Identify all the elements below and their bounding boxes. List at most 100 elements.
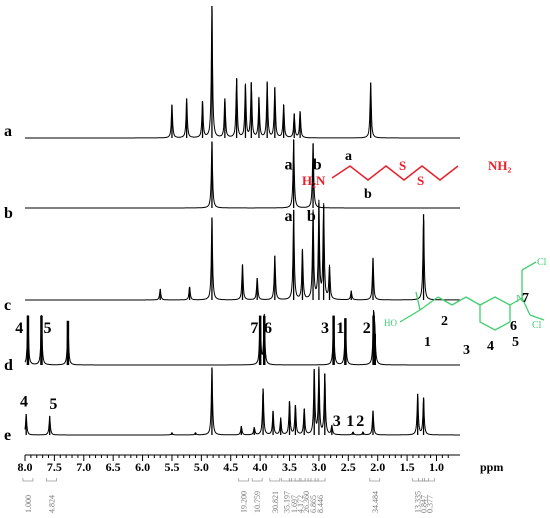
peak-label-e-4: 4 [20,394,28,411]
peak-label-d-3: 3 [321,320,329,337]
chlorambucil-label-1: 1 [424,335,431,350]
ppm-tick-label: 1.5 [400,460,415,474]
peak-label-e-2: 2 [356,413,364,430]
ppm-tick-label: 4.5 [223,460,238,474]
chlorambucil-nitrogen: N [516,293,524,305]
ppm-tick-label: 5.5 [164,460,179,474]
ppm-tick-label: 7.5 [47,460,62,474]
integral-value: 8.446 [316,495,325,513]
ppm-tick-label: 5.0 [194,460,209,474]
integral-value: 34.484 [371,491,380,513]
integral-bracket [300,478,312,482]
spectrum-d: d4 5 7 6 3 1 2 [4,309,460,374]
spectrum-a-label: a [4,123,12,140]
spectrum-c: ca b [4,199,460,314]
spectrum-d-trace [24,309,460,366]
spectrum-c-label: c [4,297,11,314]
integral-bracket [251,478,263,482]
integral-bracket [424,478,435,482]
spectrum-e-trace [24,366,460,436]
peak-label-e-1: 1 [346,413,354,430]
ppm-tick-label: 3.5 [282,460,297,474]
integral-bracket [307,478,319,482]
peak-label-d-7: 7 [250,320,258,337]
spectrum-a: a [4,6,460,140]
spectrum-b-label: b [4,205,13,222]
ppm-tick-label: 6.0 [135,460,150,474]
integral-value: 6.865 [309,495,318,513]
integral-value: 4.172 [296,495,305,513]
integral-bracket [369,478,381,482]
peak-label-c-b: b [307,208,316,225]
peak-label-d-4: 4 [15,320,23,337]
integral-value: 1.697 [290,495,299,513]
cystamine-label-b: b [364,187,372,202]
integral-value: 35.197 [283,491,292,513]
integral-value: 13.335 [414,491,423,513]
ppm-unit-label: ppm [480,460,503,474]
spectrum-e-label: e [4,427,11,444]
ppm-tick-label: 2.0 [370,460,385,474]
chlorambucil-acid-label: HO [384,318,397,328]
integral-value: 0.847 [420,495,429,513]
benzene-ring [479,296,511,331]
integral-bracket [294,478,306,482]
chlorambucil-label-2: 2 [441,314,448,329]
integral-bracket [288,478,300,482]
peak-label-d-5: 5 [44,320,52,337]
ppm-tick-label: 6.5 [106,460,121,474]
spectrum-a-trace [25,8,460,139]
integral-bracket [269,478,281,482]
cystamine-structure: H₂N NH₂ S S a b [302,149,512,202]
chlorambucil-chlorine-top: Cl [537,257,547,268]
cystamine-bonds [331,165,459,181]
integration-readout: 1.000 4.824 19.200 10.759 30.821 35.1971.6974… [22,478,435,513]
cystamine-sulfur-1: S [399,158,406,173]
spectrum-b: ba b [4,139,460,222]
spectrum-e: e4 5 3 1 2 [4,366,460,444]
integral-bracket [418,478,429,482]
peak-label-d-6: 6 [264,320,272,337]
ppm-tick-label: 8.0 [18,460,33,474]
ppm-tick-label: 7.0 [76,460,91,474]
peak-label-c-a: a [285,208,293,225]
integral-value: 26.360 [302,491,311,513]
ppm-tick-label: 2.5 [341,460,356,474]
chlorambucil-label-3: 3 [463,343,470,358]
chlorambucil-label-4: 4 [487,339,494,354]
integral-value: 0.377 [425,495,434,513]
spectra-group: aba bca bd4 5 7 6 3 1 2e4 53 1 2 [4,6,460,444]
peak-label-b-b: b [313,157,322,174]
integral-value: 30.821 [271,491,280,513]
integral-bracket [281,478,292,482]
integral-bracket [22,478,34,482]
cystamine-right-amine: NH₂ [488,158,512,173]
integral-value: 10.759 [253,491,262,513]
ppm-tick-label: 1.0 [429,460,444,474]
chlorambucil-label-5: 5 [512,335,519,350]
spectrum-d-label: d [4,357,13,374]
chlorambucil-chlorine-right: Cl [532,320,542,331]
peak-label-e-3: 3 [333,413,341,430]
integral-value: 1.000 [24,495,33,513]
chlorambucil-label-6: 6 [510,319,517,334]
ppm-axis: 8.0 7.5 7.0 6.5 6.0 5.5 5.0 4.5 4.0 3.5 3.0 2.5 2.0 1… [18,454,503,474]
peak-label-e-5: 5 [49,396,57,413]
integral-value: 19.200 [240,491,249,513]
integral-bracket [314,478,326,482]
integral-bracket [412,478,424,482]
peak-label-b-a: a [285,157,293,174]
cystamine-left-amine: H₂N [302,173,326,188]
integral-value: 4.824 [47,495,56,513]
ppm-tick-label: 3.0 [311,460,326,474]
cystamine-sulfur-2: S [417,173,424,188]
peak-label-d-1: 1 [336,320,344,337]
peak-label-d-2: 2 [363,320,371,337]
chlorambucil-structure: N Cl Cl HO 1 2 3 4 5 6 7 [384,257,547,358]
spectrum-b-trace [25,139,460,209]
spectrum-c-trace [25,199,460,301]
integral-bracket [46,478,57,482]
chlorambucil-label-7: 7 [522,291,529,306]
cystamine-label-a: a [345,149,352,164]
